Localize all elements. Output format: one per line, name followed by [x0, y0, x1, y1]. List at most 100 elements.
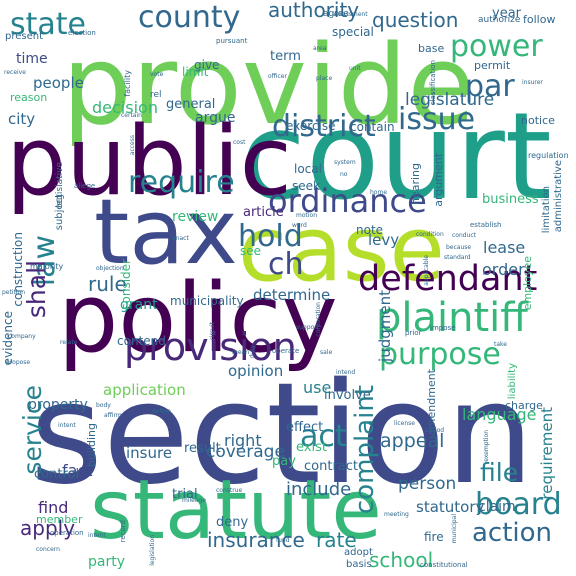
word: insurer [522, 79, 543, 86]
word: take [494, 341, 507, 348]
word: duty [249, 345, 256, 359]
word: no [340, 171, 348, 178]
word: legislature [405, 90, 495, 110]
word: right [224, 431, 262, 450]
word: plaintiff [376, 295, 528, 341]
word: operate [272, 347, 300, 355]
word: file [480, 458, 519, 487]
word: facility [123, 70, 132, 97]
word: period [425, 427, 445, 434]
word: par [465, 69, 515, 104]
word: record [119, 520, 127, 543]
word: system [334, 159, 356, 166]
word: complaint [350, 385, 380, 515]
word: general [166, 97, 216, 112]
word: reason [10, 91, 48, 104]
word: board [475, 487, 562, 522]
word: impose [430, 324, 456, 332]
word: find [38, 498, 69, 517]
word: result [184, 441, 221, 456]
word: municipal [451, 514, 458, 544]
word: school [369, 548, 434, 572]
word: adopt [344, 547, 373, 558]
word: election [68, 29, 96, 37]
word: propose [6, 359, 31, 366]
word: section [30, 353, 535, 516]
word: unit [349, 65, 361, 72]
word: seek [292, 179, 320, 193]
word: see [240, 244, 262, 258]
word: opinion [228, 362, 284, 380]
word: classification [429, 60, 437, 106]
word: levy [368, 231, 400, 249]
word: mileage [182, 497, 207, 504]
word: affirm [104, 412, 122, 419]
word: fact [62, 461, 93, 480]
word: access [129, 135, 136, 156]
word: case [238, 197, 445, 302]
word: member [36, 513, 83, 526]
word: policy [58, 264, 338, 374]
word: insure [126, 444, 173, 462]
word: company [8, 333, 36, 340]
word: act [300, 419, 347, 454]
word: order [482, 260, 525, 279]
word: action [472, 518, 553, 548]
word: rule [88, 272, 127, 296]
word: claim [478, 499, 516, 515]
word: concern [36, 546, 60, 553]
word: appeal [380, 430, 445, 452]
word: statute [90, 463, 382, 558]
word: building [85, 423, 98, 468]
word: intend [336, 369, 356, 376]
word: cost [233, 139, 246, 146]
word: hold [238, 219, 303, 254]
word: exemption [483, 430, 490, 462]
word: motion [296, 212, 318, 219]
word: person [398, 474, 457, 494]
word: sale [320, 349, 333, 356]
word: limitation [541, 186, 552, 234]
word: ordinance [268, 182, 427, 220]
word: article [243, 205, 284, 220]
word: trial [172, 487, 198, 502]
word: fire [424, 530, 444, 544]
word: time [16, 51, 48, 67]
word: home [370, 189, 388, 196]
word: determine [253, 286, 331, 304]
word: apply [20, 516, 76, 540]
word: court [240, 88, 552, 227]
word: because [446, 244, 472, 251]
word: operation [50, 529, 84, 537]
word: local [294, 162, 322, 176]
word: intent [58, 422, 76, 429]
word: regulation [528, 151, 569, 160]
word: condition [416, 231, 444, 238]
word: support [296, 324, 320, 331]
word: intent [88, 532, 106, 539]
word: effect [286, 420, 324, 435]
word: place [316, 75, 333, 82]
word: issue [398, 102, 476, 137]
word: base [418, 42, 445, 55]
word: pursuant [216, 37, 248, 45]
word: requirement [538, 407, 556, 500]
word: relate [60, 339, 78, 346]
word: meeting [384, 511, 409, 518]
word: contain [350, 120, 395, 134]
word: standard [444, 254, 471, 261]
word: property [28, 397, 88, 413]
word: allege [74, 182, 96, 190]
word: grant [120, 297, 158, 313]
word: legislative [55, 162, 65, 208]
word: statutory [416, 498, 485, 516]
word: majority [30, 262, 64, 271]
word: vote [150, 71, 164, 78]
word: present [5, 31, 44, 42]
word: tax [94, 180, 238, 285]
word: legislation [149, 535, 156, 566]
word: state [10, 7, 86, 42]
word: give [194, 58, 220, 72]
word: county [138, 0, 241, 35]
